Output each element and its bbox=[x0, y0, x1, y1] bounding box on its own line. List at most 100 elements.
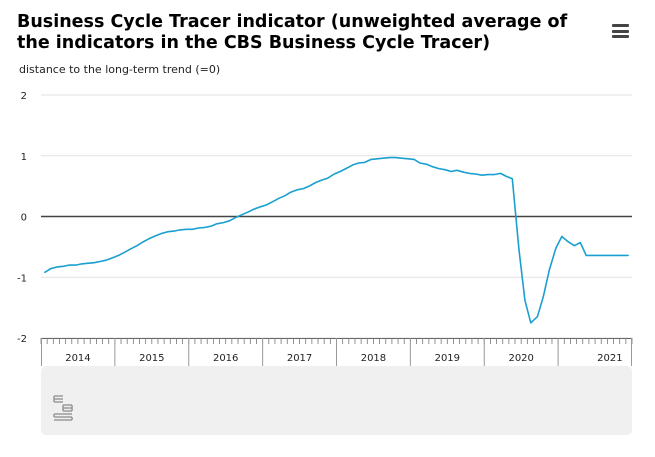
data-point bbox=[376, 158, 378, 160]
data-point bbox=[610, 254, 612, 256]
data-point bbox=[561, 235, 563, 238]
data-point bbox=[505, 175, 508, 178]
x-tick-label: 2020 bbox=[508, 353, 533, 364]
y-tick-label: 0 bbox=[21, 213, 27, 224]
data-point bbox=[339, 170, 341, 173]
x-tick-label: 2014 bbox=[65, 353, 90, 364]
y-tick-label: -1 bbox=[17, 273, 27, 284]
data-point bbox=[62, 265, 64, 267]
data-point bbox=[75, 264, 77, 266]
data-point bbox=[395, 156, 397, 159]
data-point bbox=[573, 245, 575, 247]
data-point bbox=[462, 171, 465, 173]
data-point bbox=[327, 177, 329, 179]
data-point bbox=[407, 158, 409, 160]
data-point bbox=[450, 170, 452, 173]
data-point bbox=[567, 240, 569, 243]
data-point bbox=[191, 228, 194, 230]
data-point bbox=[247, 211, 249, 213]
data-point bbox=[413, 158, 415, 160]
data-point bbox=[352, 164, 354, 166]
data-point bbox=[499, 172, 502, 174]
data-point bbox=[130, 248, 132, 250]
data-point bbox=[456, 169, 458, 171]
data-point bbox=[86, 262, 89, 264]
data-point bbox=[136, 245, 138, 247]
data-point bbox=[493, 173, 495, 176]
hamburger-menu-icon[interactable] bbox=[611, 22, 631, 40]
data-point bbox=[284, 195, 286, 197]
data-point bbox=[400, 157, 403, 159]
x-tick-label: 2021 bbox=[597, 353, 622, 364]
y-tick-label: 1 bbox=[21, 152, 27, 163]
data-point bbox=[123, 251, 126, 253]
data-point bbox=[604, 254, 606, 256]
data-point bbox=[154, 235, 157, 237]
data-point bbox=[173, 230, 175, 232]
data-point bbox=[185, 228, 188, 230]
chart-title: Business Cycle Tracer indicator (unweigh… bbox=[17, 12, 568, 53]
data-point bbox=[616, 254, 618, 256]
x-tick-label: 2019 bbox=[435, 353, 460, 364]
data-point bbox=[419, 162, 421, 164]
data-point bbox=[99, 260, 101, 263]
data-point bbox=[511, 178, 513, 180]
data-point bbox=[530, 322, 532, 324]
data-point bbox=[290, 191, 292, 193]
data-point bbox=[197, 227, 199, 229]
data-point bbox=[117, 254, 120, 256]
series-line bbox=[44, 156, 629, 324]
data-point bbox=[302, 187, 304, 190]
data-point bbox=[160, 232, 163, 235]
x-tick-label: 2015 bbox=[139, 353, 164, 364]
data-point bbox=[148, 237, 151, 239]
data-point bbox=[167, 231, 169, 233]
data-point bbox=[426, 163, 428, 165]
data-point bbox=[315, 181, 317, 184]
data-point bbox=[265, 204, 267, 206]
data-point bbox=[382, 157, 384, 159]
data-point bbox=[222, 221, 225, 224]
data-point bbox=[234, 217, 236, 219]
x-tick-label: 2016 bbox=[213, 353, 238, 364]
data-point bbox=[474, 173, 476, 175]
data-point bbox=[363, 161, 366, 164]
data-point bbox=[271, 201, 273, 203]
chart-footer bbox=[41, 366, 632, 435]
data-point bbox=[216, 223, 218, 225]
data-point bbox=[204, 226, 206, 229]
data-point bbox=[321, 179, 323, 181]
data-point bbox=[444, 169, 446, 171]
data-point bbox=[468, 172, 471, 174]
data-point bbox=[437, 167, 440, 170]
data-point bbox=[308, 185, 310, 187]
y-axis-label: distance to the long-term trend (=0) bbox=[19, 63, 221, 76]
data-point bbox=[345, 167, 347, 170]
data-point bbox=[112, 257, 114, 259]
data-point bbox=[481, 174, 483, 176]
data-point bbox=[389, 156, 391, 159]
data-point bbox=[296, 189, 298, 191]
y-axis-ticks: 2 1 0 -1 -2 bbox=[17, 91, 27, 345]
data-point bbox=[81, 263, 83, 265]
data-point bbox=[44, 271, 46, 273]
data-point bbox=[585, 254, 587, 256]
data-point bbox=[68, 264, 70, 266]
data-point bbox=[105, 259, 107, 261]
data-point bbox=[622, 254, 624, 256]
data-point bbox=[50, 268, 52, 270]
grid-lines bbox=[41, 94, 632, 339]
cbs-logo-icon bbox=[53, 395, 73, 421]
data-point bbox=[278, 197, 280, 199]
data-point bbox=[259, 206, 262, 208]
data-point bbox=[358, 162, 360, 164]
data-point bbox=[179, 229, 181, 231]
x-tick-label: 2018 bbox=[361, 353, 386, 364]
x-axis: 2014 2015 2016 2017 2018 2019 2020 2021 bbox=[40, 338, 633, 366]
data-point bbox=[370, 158, 372, 160]
data-point bbox=[518, 249, 520, 251]
data-point bbox=[210, 225, 212, 227]
data-point bbox=[56, 266, 58, 268]
data-point bbox=[142, 241, 144, 243]
